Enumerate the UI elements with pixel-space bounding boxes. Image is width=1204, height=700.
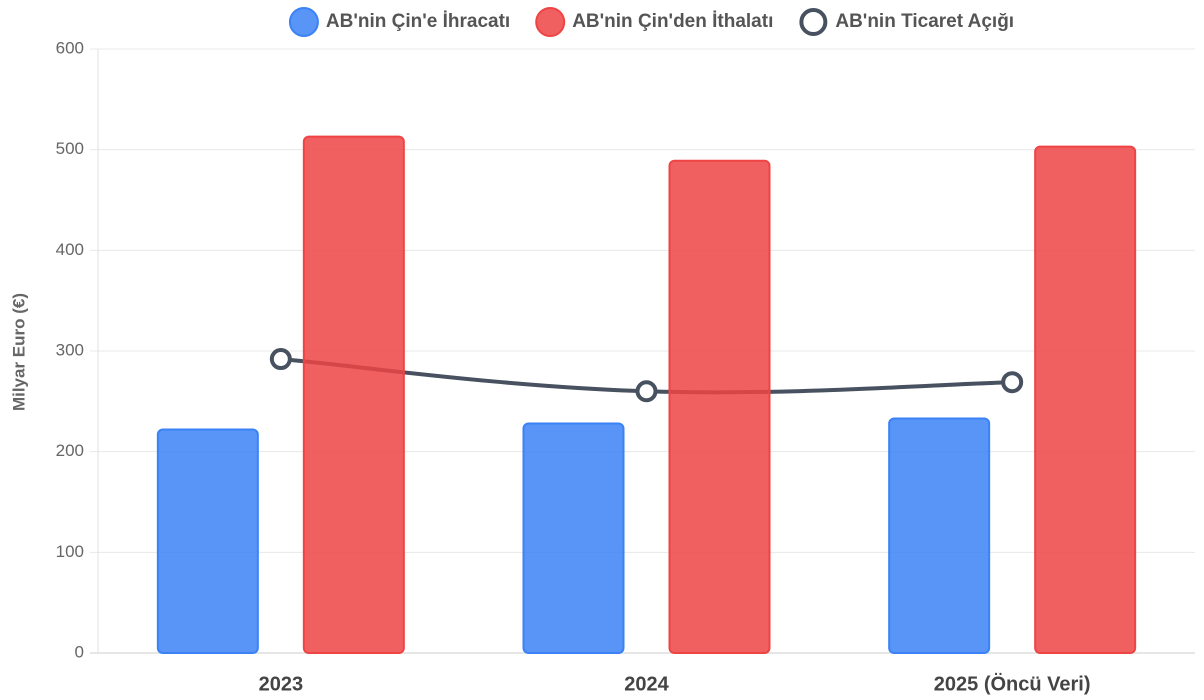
legend-label: AB'nin Ticaret Açığı <box>835 11 1014 32</box>
legend-item: AB'nin Çin'den İthalatı <box>535 7 773 37</box>
bar <box>522 422 625 655</box>
legend-item: AB'nin Çin'e İhracatı <box>288 7 510 37</box>
x-tick-label: 2025 (Öncü Veri) <box>934 672 1091 695</box>
legend-swatch <box>288 7 319 37</box>
y-tick-label: 200 <box>56 441 84 460</box>
y-tick-label: 600 <box>56 38 84 57</box>
legend: AB'nin Çin'e İhracatı AB'nin Çin'den İtha… <box>288 7 1014 37</box>
y-tick-label: 300 <box>56 340 84 359</box>
legend-swatch <box>535 7 566 37</box>
y-tick-label: 500 <box>56 139 84 158</box>
y-tick-label: 400 <box>56 240 84 259</box>
y-axis-title: Milyar Euro (€) <box>9 293 28 411</box>
x-tick-label: 2024 <box>624 673 669 695</box>
line-point <box>635 380 658 403</box>
line-point <box>269 348 292 371</box>
x-tick-label: 2023 <box>259 673 304 695</box>
y-tick-label: 100 <box>56 542 84 561</box>
y-tick-label: 0 <box>75 642 84 661</box>
line-point <box>1001 371 1024 394</box>
bar <box>302 135 405 654</box>
legend-label: AB'nin Çin'e İhracatı <box>326 11 510 32</box>
bar <box>1034 145 1137 654</box>
bar <box>888 417 991 654</box>
bar <box>156 428 259 654</box>
legend-label: AB'nin Çin'den İthalatı <box>572 11 773 32</box>
bar <box>668 159 771 655</box>
legend-swatch <box>799 8 828 36</box>
legend-item: AB'nin Ticaret Açığı <box>799 8 1014 36</box>
